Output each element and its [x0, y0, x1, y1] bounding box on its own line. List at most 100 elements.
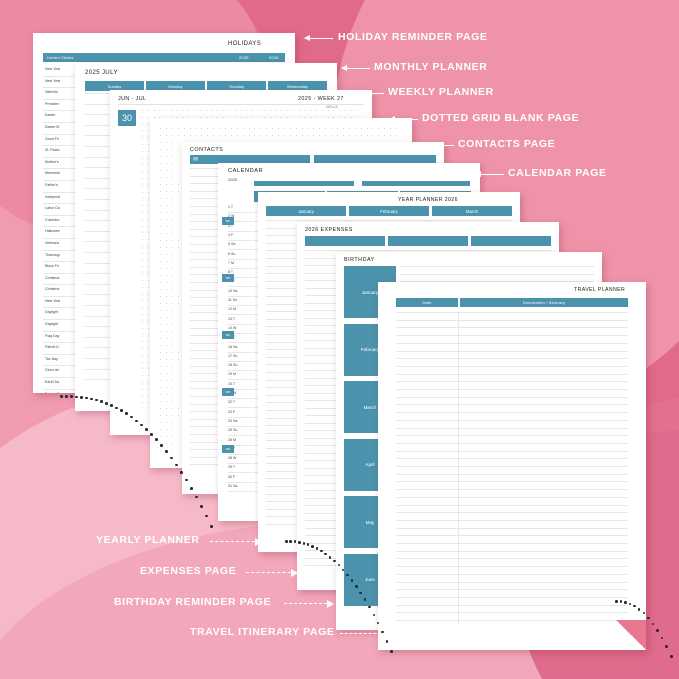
calendar-day-label: 5 Sa — [228, 242, 236, 247]
holiday-row-label: Columbu — [45, 217, 60, 222]
callout-arrow-holiday — [304, 35, 333, 41]
calendar-week-tag: WK — [222, 445, 234, 453]
calendar-day-rule — [228, 342, 252, 344]
birthday-rule — [400, 266, 594, 267]
expenses-column-cell — [471, 236, 551, 246]
calendar-day-rule — [228, 239, 252, 241]
weekly-sub-label: HELLO! — [326, 105, 339, 109]
calendar-day-rule — [228, 249, 252, 251]
expenses-rule — [305, 250, 551, 251]
year-planner-rule — [266, 220, 512, 221]
decorative-dot-curve-corner — [615, 600, 675, 660]
year-planner-month-cell: January — [266, 206, 346, 216]
monthly-weekday-cell: Wednesday — [268, 81, 327, 91]
callout-monthly-planner: MONTHLY PLANNER — [374, 61, 488, 73]
calendar-day-rule — [228, 472, 252, 474]
calendar-day-rule — [228, 277, 252, 279]
calendar-day-label: 29 T — [228, 465, 236, 470]
calendar-day-rule — [228, 491, 252, 492]
contacts-header-right — [314, 155, 436, 164]
holidays-country: United States — [47, 55, 74, 61]
travel-rule — [396, 350, 628, 352]
callout-arrow-dotted — [389, 116, 418, 122]
calendar-day-rule — [228, 212, 252, 213]
year-planner-month-header: January February March — [266, 206, 512, 216]
calendar-day-label: 22 T — [228, 400, 236, 405]
holiday-row-label: Veterans — [45, 240, 60, 245]
holiday-row-label: Christma — [45, 287, 60, 292]
callout-dash-travel — [340, 630, 388, 638]
travel-rule — [396, 589, 628, 591]
calendar-day-label: 26 M — [228, 437, 236, 442]
calendar-day-label: 16 Sa — [228, 344, 238, 349]
callout-contacts: CONTACTS PAGE — [458, 138, 556, 150]
calendar-day-rule — [228, 230, 252, 232]
calendar-day-label: 10 Sa — [228, 288, 238, 293]
travel-col-date: Date — [396, 298, 458, 307]
callout-dash-birthday — [284, 600, 334, 608]
travel-rule — [396, 504, 628, 506]
travel-rule — [396, 396, 628, 398]
travel-rule — [396, 389, 628, 390]
contacts-title: CONTACTS — [190, 147, 224, 153]
callout-yearly-planner: YEARLY PLANNER — [96, 534, 200, 546]
travel-rule — [396, 527, 628, 529]
expenses-column-cell — [305, 236, 385, 246]
calendar-week-tag: WK — [222, 388, 234, 396]
holiday-row-label: Thanksgi — [45, 252, 60, 257]
travel-rule — [396, 419, 628, 421]
calendar-week-tag: WK — [222, 331, 234, 339]
callout-calendar: CALENDAR PAGE — [508, 167, 607, 179]
travel-rule — [396, 342, 628, 344]
callout-weekly-planner: WEEKLY PLANNER — [388, 86, 494, 98]
travel-rule — [396, 458, 628, 460]
expenses-title: 2026 EXPENSES — [305, 227, 353, 233]
callout-arrow-calendar — [475, 171, 504, 177]
travel-title: TRAVEL PLANNER — [574, 287, 626, 293]
calendar-day-label: 13 T — [228, 316, 236, 321]
calendar-day-label: 12 M — [228, 307, 236, 312]
holiday-row-label: Labor Da — [45, 206, 60, 211]
page-travel-itinerary[interactable]: TRAVEL PLANNER Date Destination / Itiner… — [378, 282, 646, 650]
holiday-row-label: Good Fri — [45, 136, 59, 141]
calendar-day-label: 28 W — [228, 456, 237, 461]
travel-rule — [396, 543, 628, 544]
travel-divider — [458, 312, 459, 624]
travel-rule — [396, 435, 628, 437]
calendar-day-label: 31 Sa — [228, 484, 238, 488]
holiday-row-label: Daylight — [45, 322, 58, 327]
calendar-day-rule — [228, 453, 252, 455]
year-planner-month-cell: February — [349, 206, 429, 216]
calendar-day-label: 24 Sa — [228, 418, 238, 423]
expenses-column-cell — [388, 236, 468, 246]
holidays-title: HOLIDAYS — [228, 41, 262, 47]
holiday-row-label: Patriot D — [45, 345, 59, 350]
calendar-day-rule — [228, 305, 252, 306]
travel-rule — [396, 404, 628, 406]
travel-rule — [396, 604, 628, 606]
calendar-day-rule — [228, 463, 252, 465]
holiday-row-label: New Year — [45, 78, 61, 83]
contacts-header-left: ✉ — [190, 155, 310, 164]
birthday-rule — [400, 273, 594, 275]
callout-arrow-weekly — [355, 90, 384, 96]
holiday-row-label: Black Fri — [45, 264, 59, 269]
weekly-week-label: 2025 - WEEK 27 — [298, 96, 344, 102]
calendar-day-rule — [228, 407, 252, 409]
calendar-day-label: 6 Su — [228, 251, 236, 256]
decorative-dot-curve-left — [60, 395, 213, 528]
calendar-day-label: 3 T — [228, 223, 234, 228]
page-corner-fold — [616, 620, 646, 650]
travel-rule — [396, 550, 628, 552]
travel-rule — [396, 489, 628, 491]
calendar-day-rule — [228, 379, 252, 381]
year-planner-title: YEAR PLANNER 2026 — [398, 197, 458, 203]
callout-holiday-reminder: HOLIDAY REMINDER PAGE — [338, 31, 488, 43]
travel-rule — [396, 373, 628, 375]
travel-rule — [396, 312, 628, 313]
callout-arrow-monthly — [341, 65, 370, 71]
travel-rule — [396, 612, 628, 614]
calendar-day-label: 7 M — [228, 260, 234, 265]
holiday-row-label: Earth Da — [45, 380, 60, 385]
monthly-weekday-cell: Tuesday — [207, 81, 266, 91]
